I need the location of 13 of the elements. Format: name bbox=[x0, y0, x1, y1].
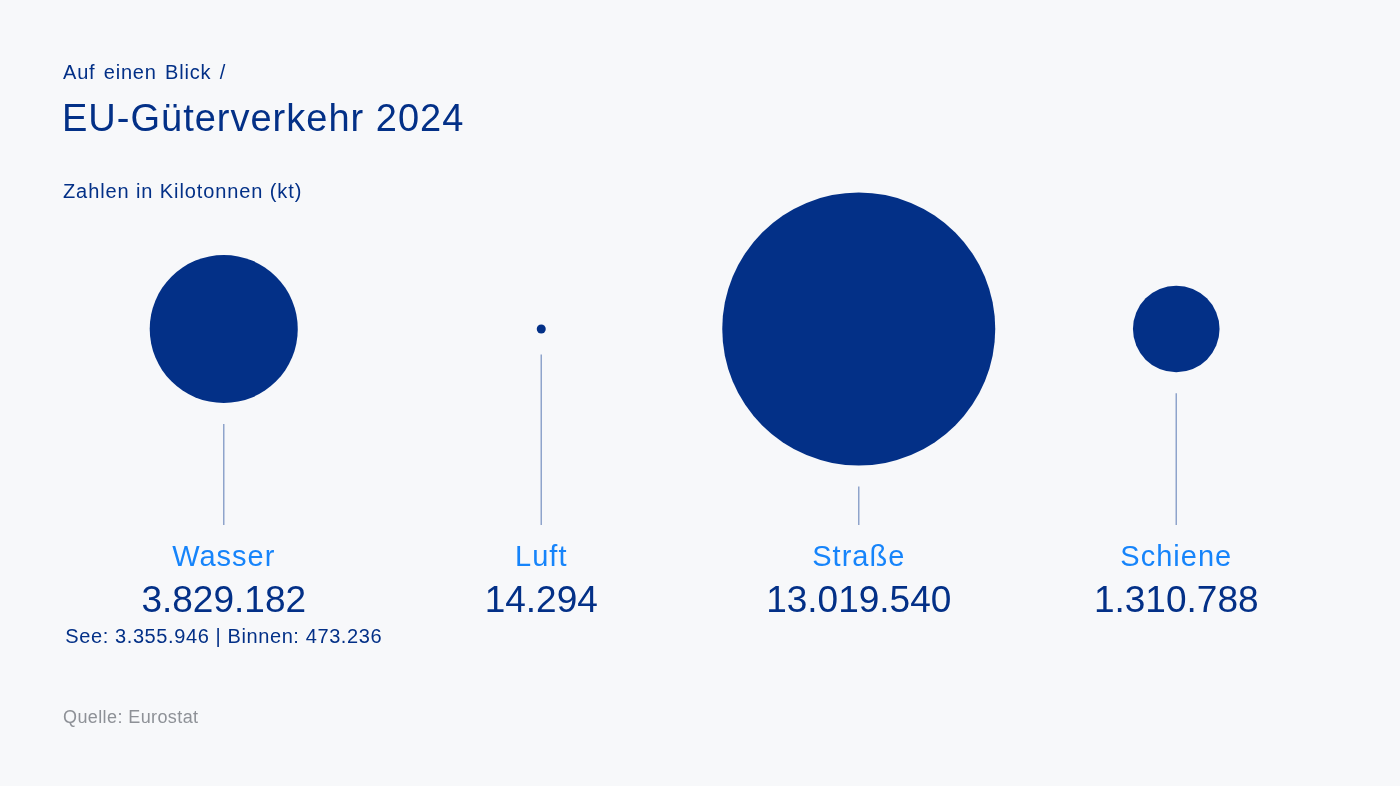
data-label: 13.019.540 bbox=[766, 579, 952, 620]
source-note: Quelle: Eurostat bbox=[63, 707, 199, 727]
data-label: 3.829.182 bbox=[141, 579, 307, 620]
category-label: Schiene bbox=[1120, 540, 1233, 572]
category-label: Straße bbox=[812, 540, 906, 572]
text: See: 3.355.946 | Binnen: 473.236 bbox=[65, 625, 383, 647]
text: EU-Güterverkehr 2024 bbox=[62, 97, 465, 139]
category-label: Wasser bbox=[172, 540, 276, 572]
category-label: Luft bbox=[515, 540, 568, 572]
data-label: 14.294 bbox=[484, 579, 598, 620]
data-label: 1.310.788 bbox=[1093, 579, 1259, 620]
text: Zahlen in Kilotonnen (kt) bbox=[63, 180, 303, 202]
text: Auf einen Blick / bbox=[63, 61, 227, 83]
